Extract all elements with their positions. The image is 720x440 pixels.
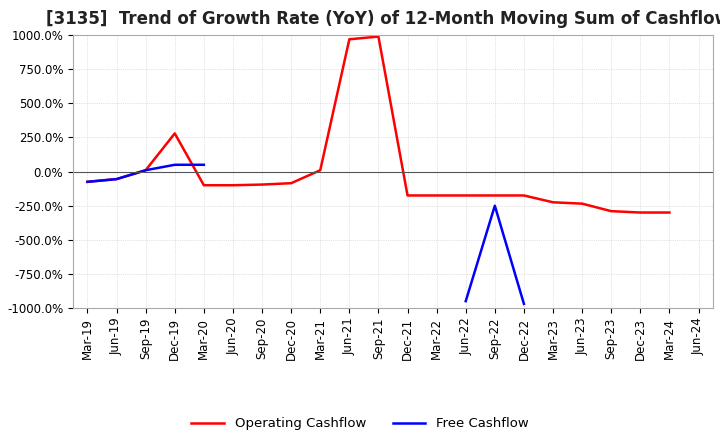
Free Cashflow [171, 162, 179, 167]
Operating Cashflow [171, 131, 179, 136]
Free Cashflow [112, 176, 121, 182]
Operating Cashflow [432, 193, 441, 198]
Title: [3135]  Trend of Growth Rate (YoY) of 12-Month Moving Sum of Cashflows: [3135] Trend of Growth Rate (YoY) of 12-… [46, 10, 720, 28]
Free Cashflow [199, 162, 208, 167]
Operating Cashflow [287, 180, 295, 186]
Operating Cashflow [199, 183, 208, 188]
Operating Cashflow [636, 210, 644, 215]
Operating Cashflow [577, 201, 586, 206]
Operating Cashflow [112, 176, 121, 182]
Line: Free Cashflow: Free Cashflow [87, 165, 524, 304]
Operating Cashflow [229, 183, 238, 188]
Line: Operating Cashflow: Operating Cashflow [87, 37, 670, 213]
Free Cashflow [83, 179, 91, 184]
Operating Cashflow [520, 193, 528, 198]
Operating Cashflow [83, 179, 91, 184]
Free Cashflow [490, 203, 499, 209]
Operating Cashflow [462, 193, 470, 198]
Legend: Operating Cashflow, Free Cashflow: Operating Cashflow, Free Cashflow [186, 412, 534, 436]
Operating Cashflow [258, 182, 266, 187]
Operating Cashflow [549, 200, 557, 205]
Operating Cashflow [345, 37, 354, 42]
Free Cashflow [520, 301, 528, 307]
Operating Cashflow [665, 210, 674, 215]
Free Cashflow [141, 168, 150, 173]
Operating Cashflow [316, 168, 325, 173]
Operating Cashflow [141, 168, 150, 173]
Operating Cashflow [374, 34, 383, 39]
Operating Cashflow [490, 193, 499, 198]
Operating Cashflow [403, 193, 412, 198]
Free Cashflow [462, 299, 470, 304]
Operating Cashflow [607, 209, 616, 214]
